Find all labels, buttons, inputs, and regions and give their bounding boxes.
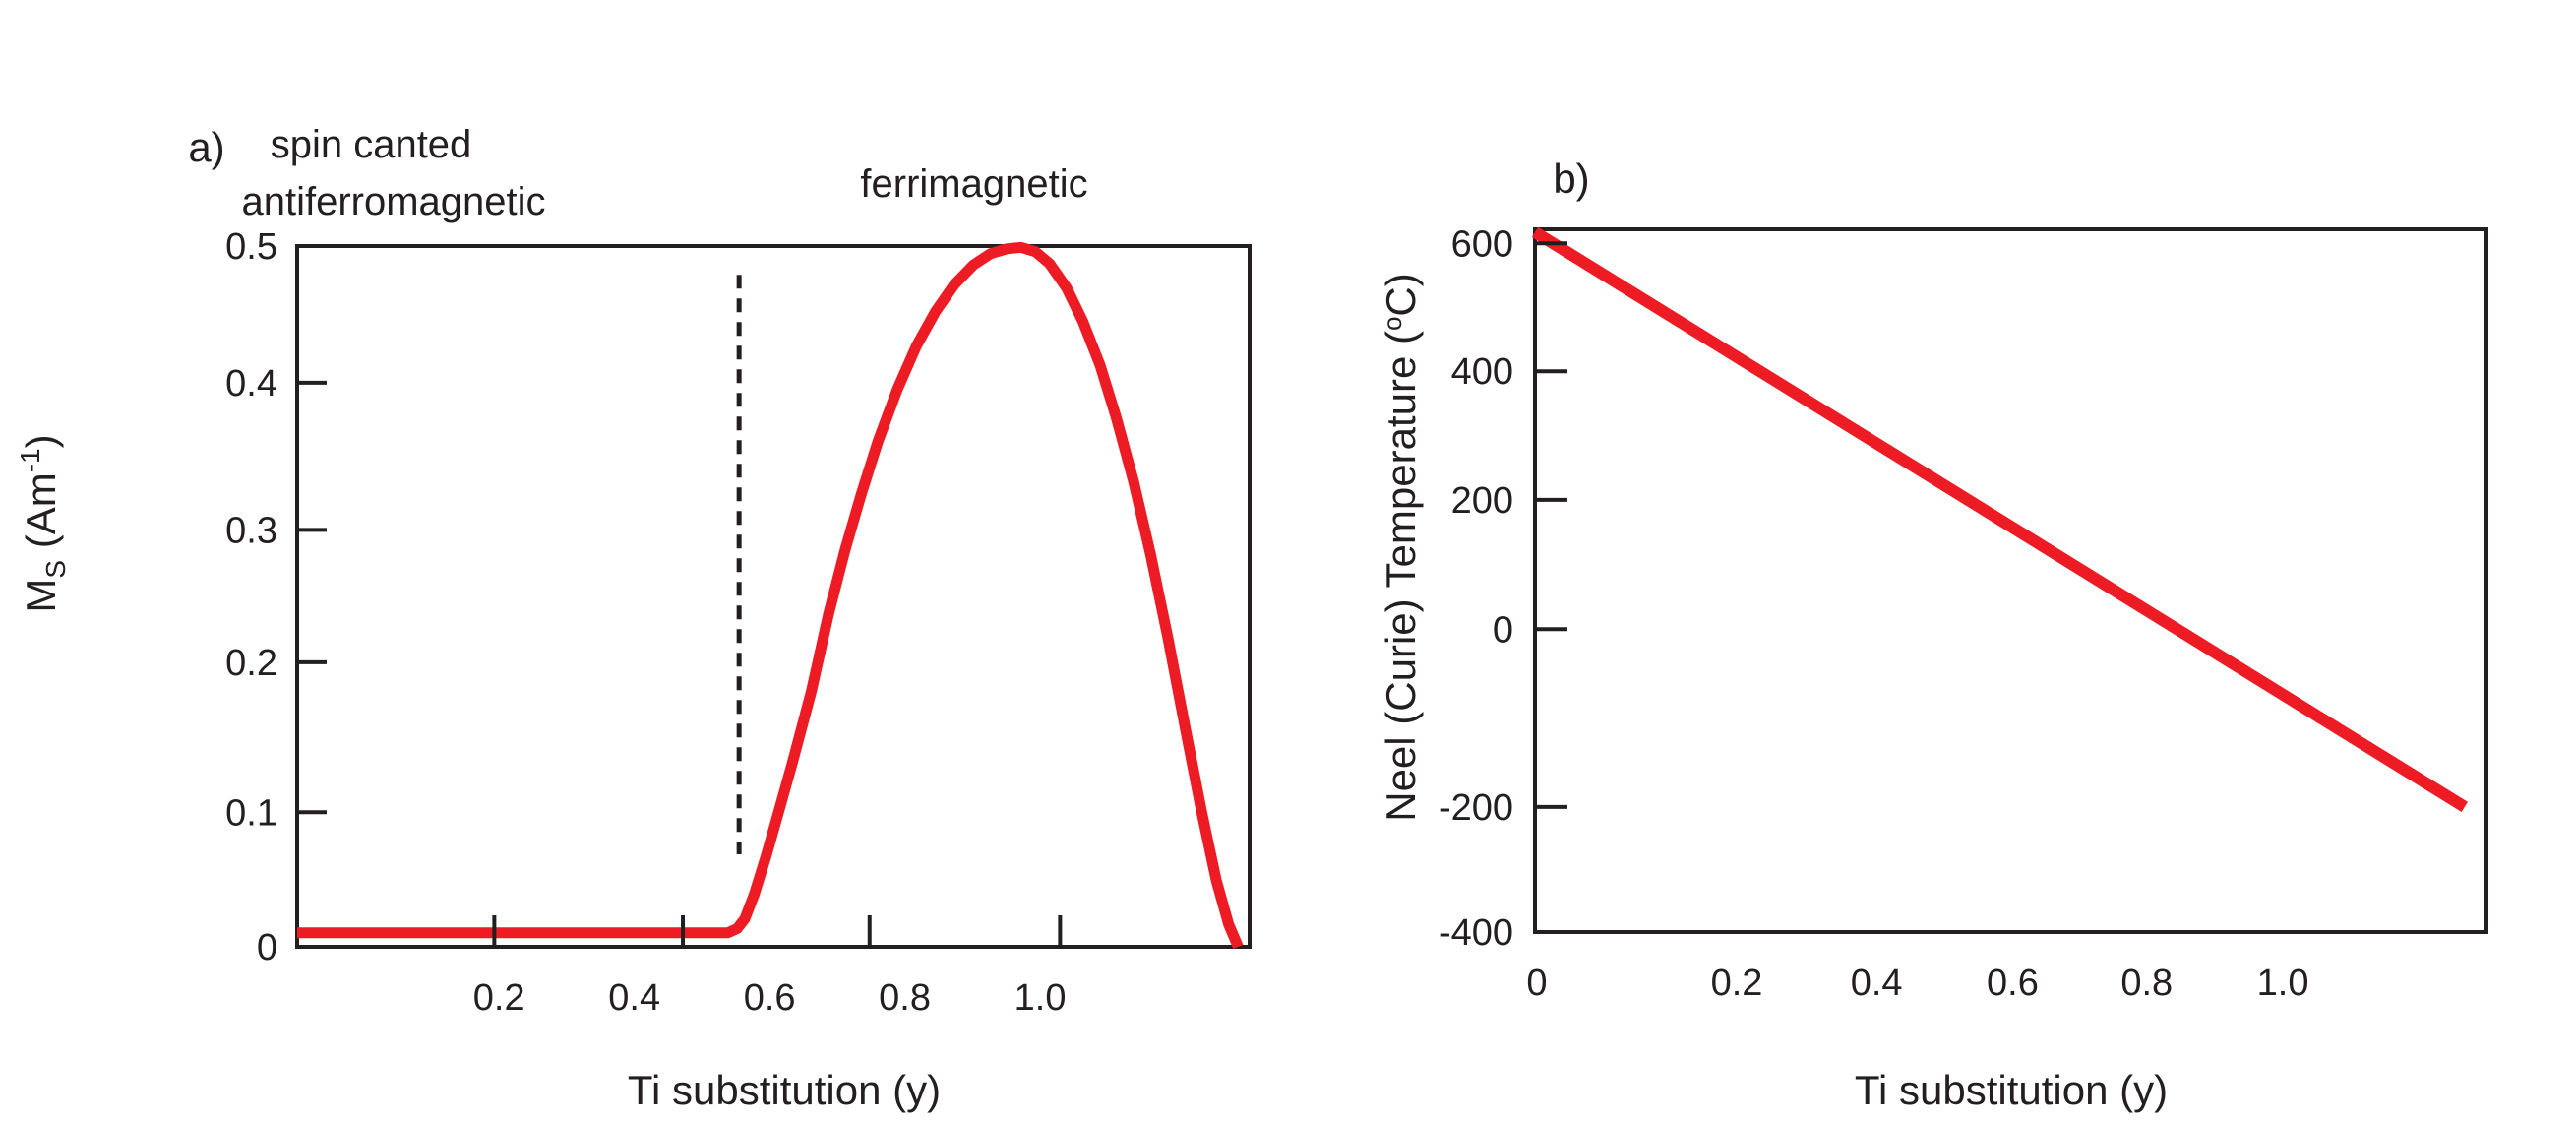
x-tick-label: 1.0 bbox=[2257, 963, 2309, 1004]
y-tick-label: 200 bbox=[1451, 480, 1513, 522]
y-axis-tick-labels-b: 600 400 200 0 -200 -400 bbox=[1439, 223, 1513, 954]
x-tick-label: 0.4 bbox=[608, 977, 660, 1019]
y-axis-title-a-close: ) bbox=[18, 434, 64, 448]
y-axis-title-a: MS (Am-1) bbox=[15, 434, 71, 612]
x-tick-label: 0.8 bbox=[2120, 963, 2173, 1004]
y-axis-title-b-degree: o bbox=[1378, 317, 1407, 331]
x-axis-tick-labels-a: 0.2 0.4 0.6 0.8 1.0 bbox=[473, 977, 1067, 1019]
y-axis-title-b-close: C) bbox=[1378, 273, 1424, 316]
y-tick-label: -200 bbox=[1439, 787, 1513, 829]
plot-frame-a bbox=[295, 244, 1252, 949]
y-tick-label: 0.5 bbox=[225, 226, 277, 268]
y-axis-title-a-subscript: S bbox=[40, 560, 71, 579]
y-tick-label: 0 bbox=[1493, 609, 1513, 651]
y-axis-ticks-a bbox=[297, 380, 327, 815]
y-axis-title-b-main: Neel (Curie) Temperature ( bbox=[1378, 331, 1424, 822]
y-axis-title-a-superscript: -1 bbox=[15, 448, 45, 472]
y-tick-label: 400 bbox=[1451, 351, 1513, 393]
y-tick-label: 0.3 bbox=[225, 510, 277, 551]
x-axis-tick-labels-b: 0 0.2 0.4 0.6 0.8 1.0 bbox=[1526, 963, 2308, 1004]
x-tick-label: 0.2 bbox=[1711, 963, 1763, 1004]
plot-frame-b bbox=[1533, 227, 2488, 934]
y-tick-label: -400 bbox=[1439, 912, 1513, 954]
panel-label-b: b) bbox=[1553, 156, 1589, 202]
neel-temperature-line bbox=[1531, 226, 2468, 813]
x-tick-label: 0.8 bbox=[879, 977, 931, 1019]
y-axis-title-b: Neel (Curie) Temperature (oC) bbox=[1378, 273, 1424, 822]
x-tick-label: 0.2 bbox=[473, 977, 525, 1019]
panel-a: a) spin canted antiferromagnetic ferrima… bbox=[15, 123, 1252, 1113]
x-axis-ticks-a bbox=[492, 915, 1063, 947]
y-tick-label: 600 bbox=[1451, 223, 1513, 265]
y-axis-tick-labels-a: 0.5 0.4 0.3 0.2 0.1 0 bbox=[225, 226, 277, 968]
x-tick-label: 1.0 bbox=[1014, 977, 1067, 1019]
x-axis-title-b: Ti substitution (y) bbox=[1855, 1067, 2168, 1113]
x-axis-title-a: Ti substitution (y) bbox=[628, 1067, 941, 1113]
x-tick-label: 0.6 bbox=[744, 977, 796, 1019]
ms-curve bbox=[297, 241, 1244, 950]
region-label-spin-canted: spin canted bbox=[271, 123, 472, 166]
y-axis-ticks-b bbox=[1535, 241, 1567, 809]
x-tick-label: 0 bbox=[1526, 963, 1547, 1004]
panel-b: b) Neel (Curie) Temperature (oC) Ti subs… bbox=[1378, 156, 2488, 1113]
y-tick-label: 0.1 bbox=[225, 792, 277, 834]
region-label-antiferromagnetic: antiferromagnetic bbox=[241, 180, 545, 223]
y-tick-label: 0 bbox=[257, 927, 277, 968]
region-label-ferrimagnetic: ferrimagnetic bbox=[860, 162, 1087, 206]
x-tick-label: 0.4 bbox=[1851, 963, 1903, 1004]
y-axis-title-a-main: M bbox=[18, 579, 64, 613]
x-tick-label: 0.6 bbox=[1987, 963, 2039, 1004]
y-tick-label: 0.4 bbox=[225, 363, 277, 405]
y-tick-label: 0.2 bbox=[225, 643, 277, 684]
y-axis-title-a-unit: (Am bbox=[18, 472, 64, 560]
panel-label-a: a) bbox=[188, 124, 224, 170]
